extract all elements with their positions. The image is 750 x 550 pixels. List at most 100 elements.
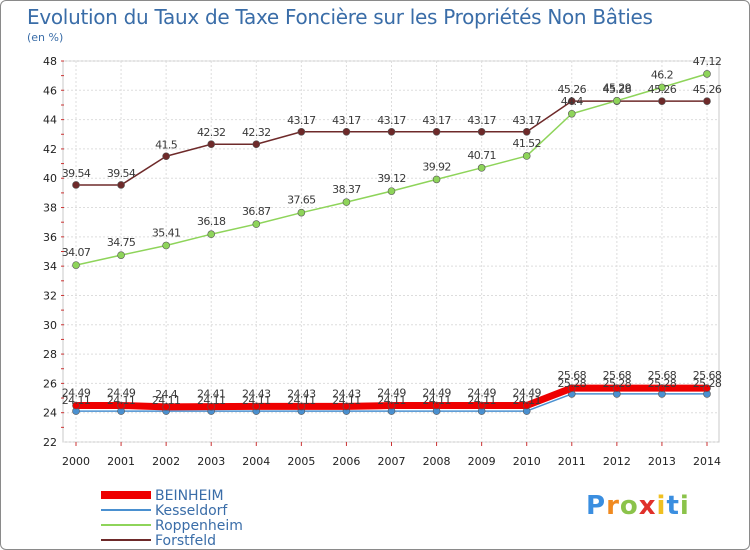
x-tick-label: 2005	[287, 455, 315, 468]
data-label-roppenheim: 34.75	[107, 236, 136, 249]
logo-letter: o	[619, 491, 639, 521]
proxiti-logo: Proxiti	[586, 491, 690, 521]
data-label-roppenheim: 39.92	[422, 160, 451, 173]
data-label-beinheim: 24.49	[512, 387, 541, 400]
data-label-roppenheim: 44.4	[561, 95, 584, 108]
data-label-beinheim: 25.68	[693, 369, 722, 382]
data-label-beinheim: 24.49	[107, 387, 136, 400]
data-point-forstfeld	[477, 127, 486, 136]
y-tick-label: 40	[43, 172, 57, 185]
data-label-kesseldorf: 24.11	[377, 394, 406, 407]
data-point-roppenheim	[522, 152, 531, 160]
y-tick-label: 32	[43, 289, 57, 302]
x-tick-label: 2001	[107, 455, 135, 468]
data-label-beinheim: 24.49	[62, 387, 91, 400]
legend-label-forstfeld: Forstfeld	[155, 533, 216, 549]
x-tick-label: 2003	[197, 455, 225, 468]
data-point-forstfeld	[72, 181, 80, 189]
x-tick-label: 2011	[558, 455, 586, 468]
y-tick-label: 46	[43, 84, 57, 97]
data-point-forstfeld	[432, 127, 441, 136]
data-point-forstfeld	[252, 140, 261, 149]
data-label-forstfeld: 45.26	[693, 83, 722, 96]
data-label-kesseldorf: 24.11	[332, 394, 361, 407]
y-tick-label: 42	[43, 143, 57, 156]
data-label-forstfeld: 43.17	[287, 114, 316, 127]
data-point-beinheim	[658, 384, 666, 392]
data-label-kesseldorf: 24.11	[242, 394, 271, 407]
data-label-forstfeld: 43.17	[422, 114, 451, 127]
data-label-roppenheim: 36.18	[197, 215, 226, 228]
x-tick-label: 2006	[332, 455, 360, 468]
data-label-beinheim: 24.49	[377, 387, 406, 400]
series-group	[72, 70, 711, 415]
x-tick-label: 2010	[513, 455, 541, 468]
data-point-beinheim	[613, 384, 621, 392]
data-label-kesseldorf: 25.28	[558, 377, 587, 390]
data-label-forstfeld: 39.54	[62, 167, 91, 180]
x-tick-label: 2004	[242, 455, 270, 468]
data-point-roppenheim	[477, 164, 486, 172]
y-tick-label: 48	[43, 55, 57, 68]
data-label-roppenheim: 35.41	[152, 226, 181, 239]
data-point-roppenheim	[297, 208, 306, 217]
data-point-roppenheim	[387, 187, 396, 195]
y-tick-label: 36	[43, 231, 57, 244]
x-tick-label: 2012	[603, 455, 631, 468]
data-label-beinheim: 24.43	[287, 387, 316, 400]
data-label-roppenheim: 41.52	[512, 137, 541, 150]
data-point-roppenheim	[703, 70, 711, 78]
data-point-beinheim	[207, 402, 216, 411]
logo-letter: P	[586, 491, 607, 521]
data-point-forstfeld	[207, 140, 216, 149]
data-label-kesseldorf: 25.28	[603, 377, 632, 390]
data-point-beinheim	[703, 384, 711, 392]
grid	[62, 60, 720, 443]
data-point-beinheim	[72, 401, 80, 410]
data-point-roppenheim	[432, 175, 441, 184]
legend-label-kesseldorf: Kesseldorf	[155, 503, 228, 519]
data-point-forstfeld	[117, 181, 125, 189]
data-point-forstfeld	[522, 127, 531, 136]
data-label-forstfeld: 41.5	[155, 138, 178, 151]
data-label-beinheim: 24.49	[467, 387, 496, 400]
legend-label-beinheim: BEINHEIM	[155, 488, 224, 504]
y-tick-label: 22	[43, 436, 57, 449]
data-point-forstfeld	[703, 97, 711, 105]
data-point-beinheim	[522, 401, 531, 410]
data-point-beinheim	[297, 402, 306, 411]
data-label-beinheim: 25.68	[648, 369, 677, 382]
data-label-forstfeld: 39.54	[107, 167, 136, 180]
logo-letter: t	[666, 491, 680, 521]
logo-letter: x	[638, 491, 657, 521]
data-point-beinheim	[477, 401, 486, 410]
data-label-roppenheim: 39.12	[377, 172, 406, 185]
data-label-kesseldorf: 24.11	[467, 394, 496, 407]
data-label-beinheim: 24.4	[155, 388, 178, 401]
y-tick-label: 44	[43, 114, 57, 127]
data-label-beinheim: 24.43	[242, 387, 271, 400]
x-tick-labels: 2000 2001 2002 2003 2004 2005 2006 2007 2008 2009…	[62, 455, 721, 468]
data-label-kesseldorf: 24.11	[422, 394, 451, 407]
y-tick-label: 34	[43, 260, 57, 273]
data-label-forstfeld: 42.32	[242, 126, 271, 139]
data-label-kesseldorf: 24.11	[107, 394, 136, 407]
data-point-beinheim	[117, 401, 125, 410]
y-tick-label: 28	[43, 348, 57, 361]
data-point-forstfeld	[162, 152, 170, 161]
data-label-beinheim: 25.68	[603, 369, 632, 382]
x-tick-label: 2007	[378, 455, 406, 468]
logo-letter: r	[606, 491, 620, 521]
data-label-kesseldorf: 24.11	[512, 394, 541, 407]
chart-subtitle: (en %)	[27, 31, 64, 44]
data-point-forstfeld	[658, 97, 666, 105]
data-point-forstfeld	[387, 127, 396, 136]
data-label-forstfeld: 42.32	[197, 126, 226, 139]
data-point-roppenheim	[613, 96, 621, 105]
data-label-beinheim: 24.41	[197, 388, 226, 401]
data-point-beinheim	[342, 402, 351, 411]
data-label-roppenheim: 46.2	[651, 68, 673, 81]
logo-letter: i	[679, 491, 690, 521]
